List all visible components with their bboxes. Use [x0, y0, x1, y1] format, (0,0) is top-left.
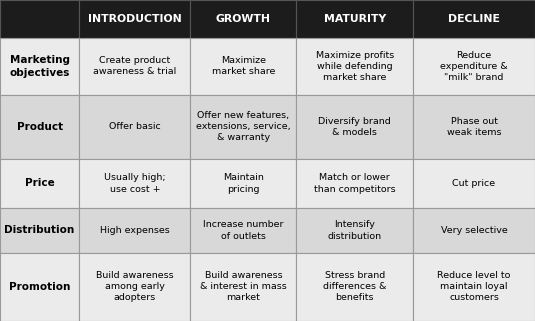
- Text: Very selective: Very selective: [441, 226, 507, 235]
- Bar: [79, 253, 190, 321]
- Bar: [190, 253, 296, 321]
- Bar: [296, 253, 413, 321]
- Bar: [79, 159, 190, 208]
- Text: Build awareness
& interest in mass
market: Build awareness & interest in mass marke…: [200, 271, 287, 302]
- Text: Match or lower
than competitors: Match or lower than competitors: [314, 173, 395, 194]
- Text: Intensify
distribution: Intensify distribution: [327, 221, 382, 240]
- Text: Create product
awareness & trial: Create product awareness & trial: [93, 56, 177, 76]
- Text: Product: Product: [17, 122, 63, 132]
- Bar: [79, 38, 190, 95]
- Bar: [413, 253, 535, 321]
- Bar: [0, 159, 79, 208]
- Text: MATURITY: MATURITY: [324, 14, 386, 24]
- Bar: [0, 95, 79, 159]
- Text: Phase out
weak items: Phase out weak items: [447, 117, 501, 137]
- Bar: [296, 208, 413, 253]
- Text: DECLINE: DECLINE: [448, 14, 500, 24]
- Text: Offer basic: Offer basic: [109, 122, 160, 131]
- Text: Promotion: Promotion: [9, 282, 70, 292]
- Bar: [0, 38, 79, 95]
- Text: Offer new features,
extensions, service,
& warranty: Offer new features, extensions, service,…: [196, 111, 291, 143]
- Bar: [0, 0, 79, 38]
- Text: Reduce
expenditure &
"milk" brand: Reduce expenditure & "milk" brand: [440, 51, 508, 82]
- Bar: [296, 159, 413, 208]
- Text: Distribution: Distribution: [4, 225, 75, 236]
- Text: INTRODUCTION: INTRODUCTION: [88, 14, 182, 24]
- Text: High expenses: High expenses: [100, 226, 170, 235]
- Text: Marketing
objectives: Marketing objectives: [10, 55, 70, 78]
- Text: Cut price: Cut price: [453, 179, 495, 188]
- Bar: [0, 208, 79, 253]
- Bar: [296, 0, 413, 38]
- Text: Price: Price: [25, 178, 55, 188]
- Text: Diversify brand
& models: Diversify brand & models: [318, 117, 391, 137]
- Bar: [296, 95, 413, 159]
- Bar: [0, 253, 79, 321]
- Bar: [79, 208, 190, 253]
- Text: Maximize
market share: Maximize market share: [212, 56, 275, 76]
- Text: Build awareness
among early
adopters: Build awareness among early adopters: [96, 271, 174, 302]
- Bar: [190, 38, 296, 95]
- Text: Maximize profits
while defending
market share: Maximize profits while defending market …: [316, 51, 394, 82]
- Bar: [190, 0, 296, 38]
- Bar: [79, 95, 190, 159]
- Bar: [413, 208, 535, 253]
- Text: Reduce level to
maintain loyal
customers: Reduce level to maintain loyal customers: [437, 271, 511, 302]
- Bar: [190, 159, 296, 208]
- Bar: [296, 38, 413, 95]
- Text: GROWTH: GROWTH: [216, 14, 271, 24]
- Text: Stress brand
differences &
benefits: Stress brand differences & benefits: [323, 271, 386, 302]
- Bar: [413, 159, 535, 208]
- Text: Usually high;
use cost +: Usually high; use cost +: [104, 173, 166, 194]
- Text: Maintain
pricing: Maintain pricing: [223, 173, 264, 194]
- Bar: [413, 0, 535, 38]
- Bar: [413, 38, 535, 95]
- Bar: [190, 208, 296, 253]
- Bar: [79, 0, 190, 38]
- Bar: [413, 95, 535, 159]
- Bar: [190, 95, 296, 159]
- Text: Increase number
of outlets: Increase number of outlets: [203, 221, 284, 240]
